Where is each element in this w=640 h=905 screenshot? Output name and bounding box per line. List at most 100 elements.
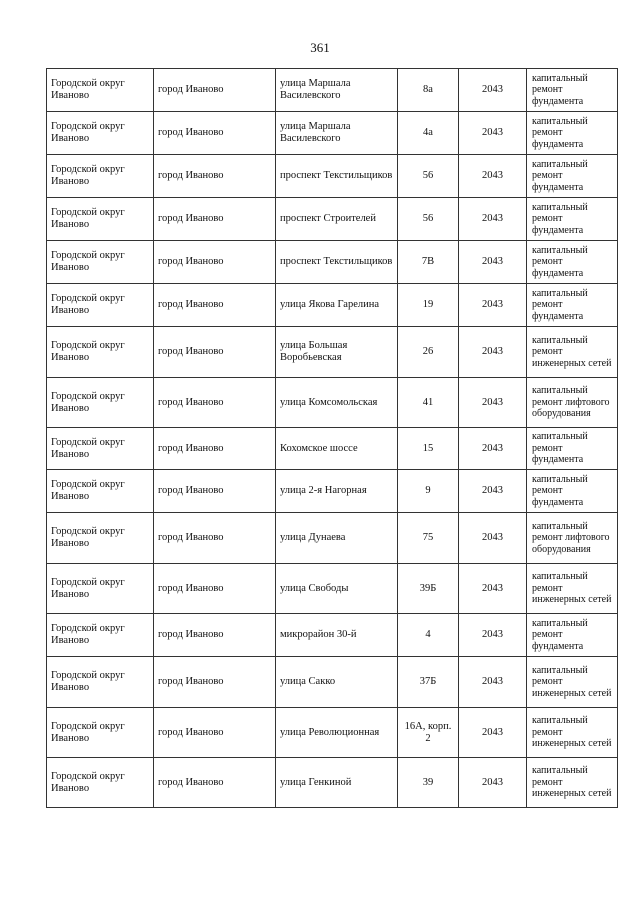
cell-house: 56 — [397, 154, 459, 198]
cell-year: 2043 — [458, 707, 527, 758]
cell-work: капитальный ремонт фундамента — [526, 68, 618, 112]
cell-street: проспект Текстильщиков — [275, 240, 398, 284]
cell-street: улица 2-я Нагорная — [275, 469, 398, 513]
cell-work: капитальный ремонт фундамента — [526, 427, 618, 470]
table-row: Городской округ Иваново город Иваново Кохо… — [46, 427, 618, 470]
cell-district: Городской округ Иваново — [46, 111, 154, 155]
cell-house: 39Б — [397, 563, 459, 614]
table-row: Городской округ Иваново город Иваново улиц… — [46, 563, 618, 614]
cell-district: Городской округ Иваново — [46, 707, 154, 758]
cell-work: капитальный ремонт инженерных сетей — [526, 656, 618, 708]
cell-year: 2043 — [458, 377, 527, 428]
cell-work: капитальный ремонт фундамента — [526, 240, 618, 284]
table-row: Городской округ Иваново город Иваново улиц… — [46, 469, 618, 513]
cell-district: Городской округ Иваново — [46, 68, 154, 112]
table-row: Городской округ Иваново город Иваново микр… — [46, 613, 618, 657]
cell-city: город Иваново — [153, 427, 276, 470]
cell-city: город Иваново — [153, 240, 276, 284]
cell-district: Городской округ Иваново — [46, 427, 154, 470]
cell-year: 2043 — [458, 656, 527, 708]
cell-street: улица Сакко — [275, 656, 398, 708]
cell-year: 2043 — [458, 469, 527, 513]
cell-street: улица Свободы — [275, 563, 398, 614]
cell-house: 16А, корп. 2 — [397, 707, 459, 758]
cell-city: город Иваново — [153, 757, 276, 808]
cell-street: улица Маршала Василевского — [275, 68, 398, 112]
cell-district: Городской округ Иваново — [46, 563, 154, 614]
cell-city: город Иваново — [153, 613, 276, 657]
cell-year: 2043 — [458, 68, 527, 112]
cell-district: Городской округ Иваново — [46, 240, 154, 284]
cell-city: город Иваново — [153, 111, 276, 155]
cell-house: 26 — [397, 326, 459, 378]
cell-house: 9 — [397, 469, 459, 513]
cell-house: 41 — [397, 377, 459, 428]
cell-year: 2043 — [458, 427, 527, 470]
cell-street: проспект Текстильщиков — [275, 154, 398, 198]
cell-city: город Иваново — [153, 377, 276, 428]
cell-house: 56 — [397, 197, 459, 241]
cell-district: Городской округ Иваново — [46, 197, 154, 241]
cell-district: Городской округ Иваново — [46, 154, 154, 198]
cell-city: город Иваново — [153, 656, 276, 708]
cell-year: 2043 — [458, 757, 527, 808]
cell-district: Городской округ Иваново — [46, 377, 154, 428]
cell-street: улица Маршала Василевского — [275, 111, 398, 155]
cell-city: город Иваново — [153, 512, 276, 564]
cell-year: 2043 — [458, 326, 527, 378]
cell-work: капитальный ремонт инженерных сетей — [526, 707, 618, 758]
cell-work: капитальный ремонт фундамента — [526, 283, 618, 327]
table-row: Городской округ Иваново город Иваново улиц… — [46, 377, 618, 428]
cell-city: город Иваново — [153, 197, 276, 241]
cell-house: 8а — [397, 68, 459, 112]
cell-year: 2043 — [458, 613, 527, 657]
cell-work: капитальный ремонт инженерных сетей — [526, 563, 618, 614]
cell-year: 2043 — [458, 283, 527, 327]
cell-house: 19 — [397, 283, 459, 327]
table-row: Городской округ Иваново город Иваново прос… — [46, 197, 618, 241]
cell-street: Кохомское шоссе — [275, 427, 398, 470]
housing-repair-table: Городской округ Иваново город Иваново улиц… — [46, 68, 618, 808]
table-row: Городской округ Иваново город Иваново улиц… — [46, 757, 618, 808]
cell-work: капитальный ремонт фундамента — [526, 469, 618, 513]
cell-street: улица Якова Гарелина — [275, 283, 398, 327]
cell-house: 7В — [397, 240, 459, 284]
cell-district: Городской округ Иваново — [46, 613, 154, 657]
page-number: 361 — [310, 40, 330, 55]
table-row: Городской округ Иваново город Иваново улиц… — [46, 326, 618, 378]
cell-house: 15 — [397, 427, 459, 470]
cell-street: проспект Строителей — [275, 197, 398, 241]
cell-district: Городской округ Иваново — [46, 656, 154, 708]
cell-city: город Иваново — [153, 154, 276, 198]
cell-year: 2043 — [458, 197, 527, 241]
cell-city: город Иваново — [153, 707, 276, 758]
cell-work: капитальный ремонт фундамента — [526, 197, 618, 241]
cell-year: 2043 — [458, 512, 527, 564]
cell-city: город Иваново — [153, 326, 276, 378]
table-row: Городской округ Иваново город Иваново улиц… — [46, 111, 618, 155]
cell-house: 75 — [397, 512, 459, 564]
cell-district: Городской округ Иваново — [46, 469, 154, 513]
cell-work: капитальный ремонт фундамента — [526, 613, 618, 657]
cell-house: 37Б — [397, 656, 459, 708]
cell-city: город Иваново — [153, 563, 276, 614]
cell-work: капитальный ремонт фундамента — [526, 111, 618, 155]
table-row: Городской округ Иваново город Иваново улиц… — [46, 512, 618, 564]
cell-year: 2043 — [458, 563, 527, 614]
cell-street: улица Комсомольская — [275, 377, 398, 428]
cell-city: город Иваново — [153, 469, 276, 513]
cell-work: капитальный ремонт лифтового оборудовани… — [526, 512, 618, 564]
cell-district: Городской округ Иваново — [46, 283, 154, 327]
cell-city: город Иваново — [153, 68, 276, 112]
table-row: Городской округ Иваново город Иваново улиц… — [46, 68, 618, 112]
cell-work: капитальный ремонт лифтового оборудовани… — [526, 377, 618, 428]
cell-district: Городской округ Иваново — [46, 512, 154, 564]
cell-year: 2043 — [458, 111, 527, 155]
cell-house: 39 — [397, 757, 459, 808]
cell-district: Городской округ Иваново — [46, 757, 154, 808]
cell-street: улица Революционная — [275, 707, 398, 758]
cell-street: улица Генкиной — [275, 757, 398, 808]
cell-work: капитальный ремонт инженерных сетей — [526, 757, 618, 808]
cell-work: капитальный ремонт фундамента — [526, 154, 618, 198]
